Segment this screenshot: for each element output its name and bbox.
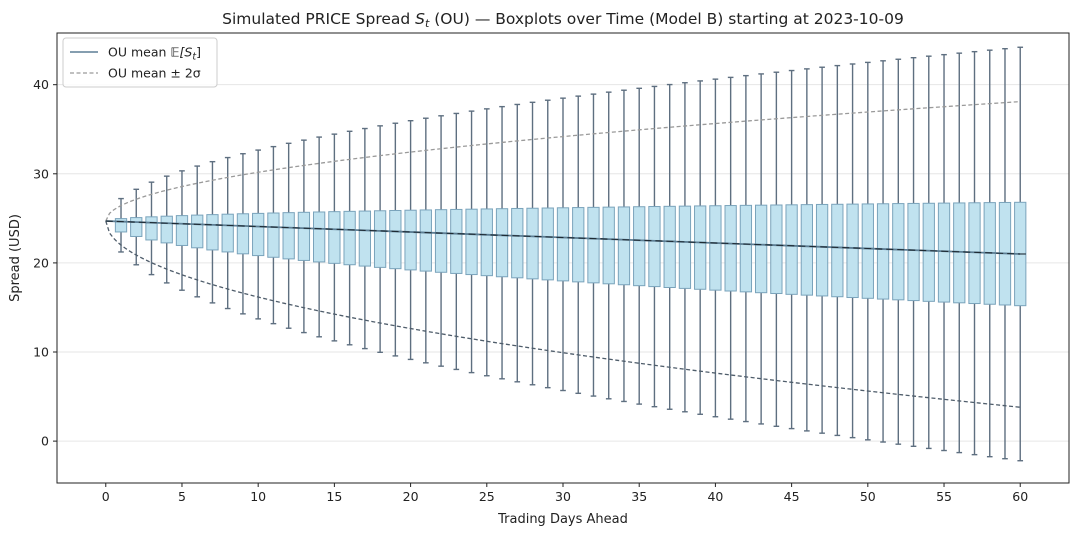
box-iqr	[495, 208, 509, 278]
box-iqr	[739, 204, 753, 293]
legend-label-band: OU mean ± 2σ	[108, 66, 201, 81]
box-iqr	[556, 207, 570, 282]
box-iqr	[922, 202, 935, 302]
box-iqr	[587, 206, 600, 284]
box-iqr	[785, 204, 798, 295]
box-iqr	[846, 203, 859, 299]
mean-line-group	[105, 100, 1021, 408]
box-iqr	[907, 202, 920, 302]
box-iqr	[480, 208, 493, 277]
box-iqr	[434, 209, 448, 273]
title-prefix: Simulated PRICE Spread	[222, 10, 415, 28]
box-iqr	[770, 204, 783, 295]
box-iqr	[114, 218, 128, 233]
x-tick-label: 35	[631, 489, 647, 504]
box-iqr	[145, 216, 158, 241]
box-iqr	[389, 209, 402, 270]
x-tick-label: 40	[707, 489, 723, 504]
box-iqr	[800, 204, 813, 296]
box-iqr	[831, 203, 844, 298]
x-tick-label: 20	[403, 489, 419, 504]
x-tick-label: 45	[784, 489, 800, 504]
box-iqr	[953, 202, 966, 304]
legend: OU mean 𝔼[St] OU mean ± 2σ	[62, 37, 218, 88]
box-iqr	[678, 205, 692, 289]
box-iqr	[252, 212, 265, 257]
x-tick-label: 15	[326, 489, 342, 504]
box-iqr	[633, 206, 646, 287]
x-tick-label: 60	[1012, 489, 1028, 504]
box-iqr	[236, 213, 250, 255]
box-iqr	[572, 207, 585, 283]
y-tick-label: 40	[33, 77, 49, 92]
box-iqr	[373, 210, 387, 268]
y-tick-label: 20	[33, 255, 49, 270]
y-tick-label: 0	[41, 434, 49, 449]
box-iqr	[602, 206, 615, 285]
box-iqr	[267, 212, 280, 258]
box-iqr	[328, 211, 341, 264]
legend-mean-sub: t	[192, 52, 197, 63]
box-iqr	[282, 212, 295, 260]
y-tick-label: 30	[33, 166, 49, 181]
title-symbol: S	[415, 10, 425, 28]
box-iqr	[892, 203, 905, 301]
box-iqr	[313, 211, 326, 263]
box-iqr	[419, 209, 432, 272]
legend-mean-symbol: 𝔼[S	[170, 45, 192, 60]
box-iqr	[663, 205, 676, 288]
legend-frame	[62, 37, 218, 88]
box-iqr	[511, 207, 524, 279]
x-tick-label: 5	[178, 489, 186, 504]
box-iqr	[358, 210, 372, 267]
x-tick-label: 30	[555, 489, 571, 504]
box-iqr	[526, 207, 539, 280]
box-iqr	[175, 215, 189, 246]
chart-title: Simulated PRICE Spread St (OU) — Boxplot…	[222, 10, 904, 30]
box-iqr	[754, 204, 768, 294]
box-iqr	[617, 206, 631, 286]
box-iqr	[937, 202, 951, 303]
box-iqr	[724, 205, 737, 292]
title-subscript: t	[425, 17, 430, 30]
axis-ticks: 0 5 10 15 20 25 30 35 40 45 50 55 60 0 10 20 30 40	[33, 77, 1028, 504]
y-axis-label: Spread (USD)	[8, 214, 23, 302]
box-iqr	[206, 214, 219, 251]
y-tick-label: 10	[33, 345, 49, 360]
x-tick-label: 0	[102, 489, 110, 504]
band-lower-line	[105, 220, 1021, 408]
x-axis-label: Trading Days Ahead	[497, 512, 628, 527]
box-iqr	[815, 203, 829, 297]
title-suffix: (OU) — Boxplots over Time (Model B) star…	[429, 10, 904, 28]
legend-mean-prefix: OU mean	[108, 45, 170, 60]
box-iqr	[648, 206, 661, 288]
box-iqr	[541, 207, 554, 281]
band-upper-line	[105, 100, 1021, 222]
box-iqr	[343, 210, 356, 266]
legend-mean-close: ]	[196, 45, 201, 60]
box-iqr	[130, 217, 143, 237]
legend-label-mean: OU mean 𝔼[St]	[108, 45, 201, 63]
box-iqr	[450, 208, 463, 274]
mean-line-overlay	[105, 220, 1021, 255]
box-iqr	[191, 214, 204, 249]
box-iqr	[404, 209, 417, 271]
box-iqr	[861, 203, 874, 299]
box-iqr	[160, 215, 173, 244]
box-iqr	[221, 213, 234, 253]
x-tick-label: 25	[479, 489, 495, 504]
box-iqr	[876, 203, 890, 300]
x-tick-label: 50	[860, 489, 876, 504]
x-tick-label: 10	[250, 489, 266, 504]
box-iqr	[694, 205, 707, 290]
x-tick-label: 55	[936, 489, 952, 504]
box-iqr	[297, 211, 311, 261]
box-iqr	[465, 208, 478, 276]
boxplots	[114, 46, 1027, 462]
box-iqr	[709, 205, 722, 291]
